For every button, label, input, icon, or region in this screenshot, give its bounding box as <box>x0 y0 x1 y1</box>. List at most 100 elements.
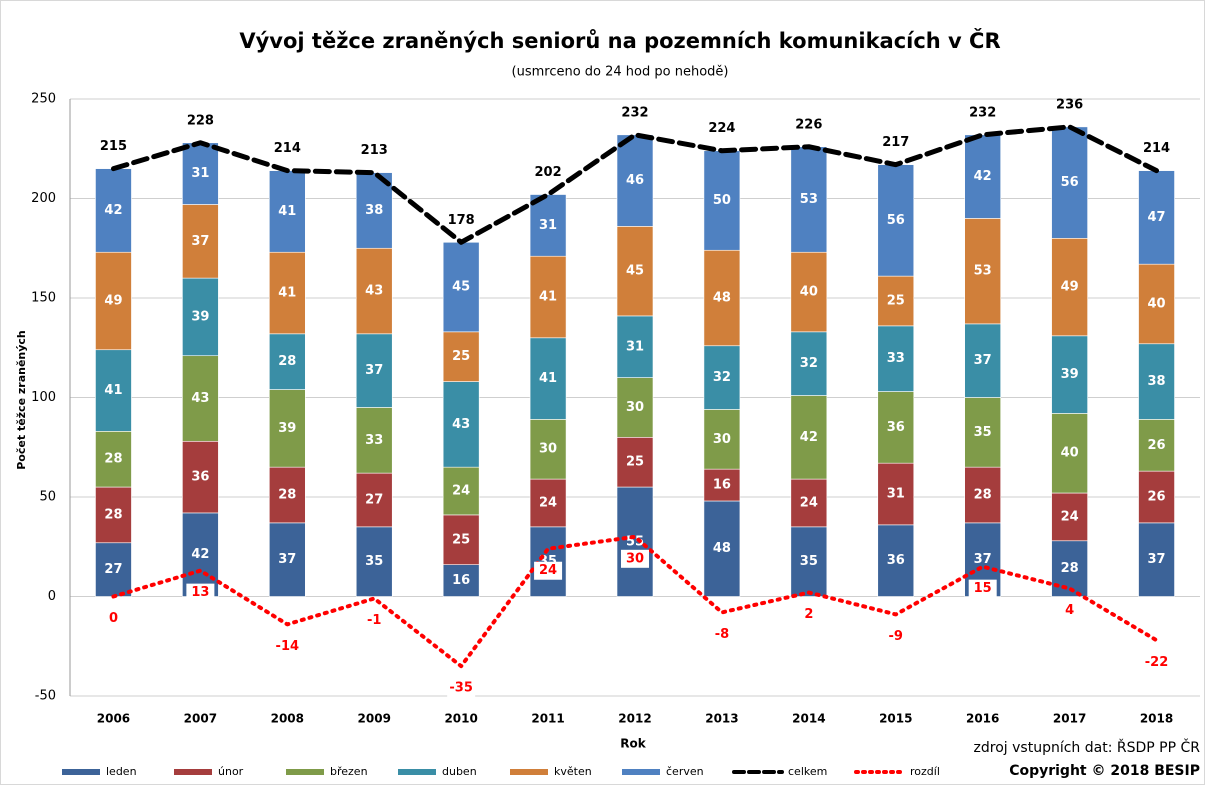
data-label: 41 <box>278 204 296 219</box>
bar-segment <box>1138 419 1175 472</box>
data-label: 26 <box>1147 438 1165 453</box>
bar-segment <box>269 170 306 253</box>
bar-segment <box>269 522 306 597</box>
bar-segment <box>442 514 480 565</box>
data-label: 28 <box>974 488 992 503</box>
chart-subtitle: (usmrceno do 24 hod po nehodě) <box>512 65 729 80</box>
data-label: 46 <box>626 173 644 188</box>
x-tick-label: 2017 <box>1053 712 1086 726</box>
data-label: 30 <box>539 442 557 457</box>
chart-title: Vývoj těžce zraněných seniorů na pozemní… <box>239 28 1000 53</box>
data-label: 39 <box>278 421 296 436</box>
x-tick-label: 2007 <box>184 712 217 726</box>
y-tick-label: 0 <box>48 589 56 604</box>
diff-label: 2 <box>804 607 813 622</box>
diff-label: -35 <box>449 681 473 696</box>
legend-label: březen <box>330 765 368 778</box>
data-label: 41 <box>278 286 296 301</box>
data-label: 31 <box>626 339 644 354</box>
bar-segment <box>182 440 219 514</box>
data-label: 41 <box>539 290 557 305</box>
data-label: 16 <box>713 478 731 493</box>
bar-segment <box>964 218 1001 325</box>
bar-segment <box>790 146 828 253</box>
data-label: 40 <box>800 285 818 300</box>
legend-swatch <box>174 769 212 775</box>
data-label: 24 <box>539 495 557 510</box>
bar-segment <box>1051 413 1088 494</box>
diff-label: 4 <box>1065 603 1074 618</box>
legend-swatch <box>286 769 324 775</box>
data-label: 49 <box>104 293 122 308</box>
y-tick-label: 150 <box>31 291 56 306</box>
y-tick-label: 200 <box>31 191 56 206</box>
bar-segment <box>877 391 915 464</box>
y-tick-label: 50 <box>39 490 56 505</box>
data-label: 35 <box>365 554 383 569</box>
total-label: 214 <box>274 141 301 156</box>
total-label: 214 <box>1143 141 1170 156</box>
data-label: 45 <box>626 264 644 279</box>
x-tick-label: 2012 <box>618 712 651 726</box>
total-label: 232 <box>621 105 648 120</box>
bar-segment <box>790 478 828 528</box>
bar-segment <box>269 251 306 335</box>
diff-label: -1 <box>367 613 381 628</box>
data-label: 25 <box>452 349 470 364</box>
bar-segment <box>269 389 306 468</box>
data-label: 36 <box>887 553 905 568</box>
diff-label: 30 <box>626 551 644 566</box>
line-dashed <box>110 124 1160 245</box>
bar-segment <box>95 251 132 351</box>
data-label: 26 <box>1147 490 1165 505</box>
total-label: 226 <box>795 117 822 132</box>
data-label: 31 <box>191 166 209 181</box>
data-label: 38 <box>365 203 383 218</box>
data-label: 28 <box>104 452 122 467</box>
bar-segment <box>790 395 828 480</box>
bar-segment <box>1051 335 1088 414</box>
y-tick-label: 250 <box>31 92 56 107</box>
bar-segment <box>964 134 1001 219</box>
data-label: 31 <box>539 218 557 233</box>
bar-segment <box>703 409 741 470</box>
bar-segment <box>790 526 828 597</box>
label-box <box>794 605 823 624</box>
data-label: 37 <box>191 234 209 249</box>
legend-label: leden <box>106 765 137 778</box>
legend-label: celkem <box>788 765 827 778</box>
bar-segment <box>616 377 654 438</box>
legend-swatch <box>622 769 660 775</box>
y-axis-label: Počet těžce zraněných <box>15 330 28 470</box>
bar-segment <box>442 564 480 597</box>
data-label: 39 <box>1061 367 1079 382</box>
bar-segment <box>964 466 1001 524</box>
bar-segment <box>703 150 741 251</box>
data-label: 43 <box>191 391 209 406</box>
data-label: 48 <box>713 541 731 556</box>
legend-label: květen <box>554 765 592 778</box>
data-label: 42 <box>974 169 992 184</box>
data-label: 56 <box>1061 175 1079 190</box>
x-tick-label: 2013 <box>705 712 738 726</box>
bar-segment <box>616 226 654 317</box>
bar-segment <box>442 466 480 516</box>
source: zdroj vstupních dat: ŘSDP PP ČR <box>974 738 1201 756</box>
label-box <box>447 679 476 698</box>
legend-label: únor <box>218 765 244 778</box>
bar-segment <box>182 355 219 442</box>
data-label: 47 <box>1147 210 1165 225</box>
total-label: 224 <box>708 121 735 136</box>
diff-label: -14 <box>276 639 300 654</box>
label-box <box>534 561 563 580</box>
label-box <box>186 583 215 602</box>
x-tick-label: 2010 <box>444 712 477 726</box>
label-box <box>1142 653 1171 672</box>
data-label: 16 <box>452 573 470 588</box>
data-label: 50 <box>713 193 731 208</box>
x-tick-label: 2018 <box>1140 712 1173 726</box>
data-label: 24 <box>1061 509 1079 524</box>
data-label: 37 <box>278 552 296 567</box>
diff-label: 13 <box>191 585 209 600</box>
